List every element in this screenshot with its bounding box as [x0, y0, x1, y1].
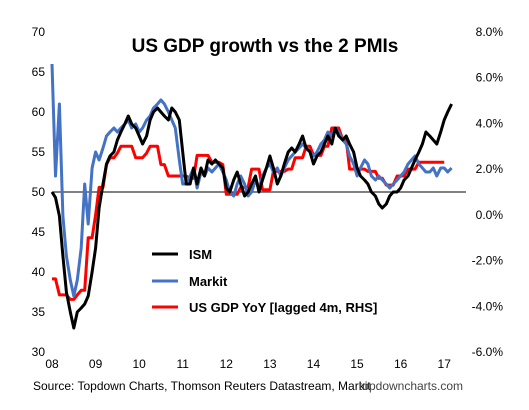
x-tick-label: 11 [177, 357, 190, 371]
chart-title: US GDP growth vs the 2 PMIs [132, 36, 399, 57]
left-y-tick-label: 45 [32, 225, 46, 239]
x-tick-label: 12 [220, 357, 234, 371]
left-y-tick-labels: 70 65 60 55 50 45 40 35 30 [32, 25, 46, 359]
x-tick-labels: 08 09 10 11 12 13 14 15 16 17 [45, 357, 451, 371]
right-y-tick-label: -6.0% [472, 345, 504, 359]
x-tick-label: 13 [263, 357, 277, 371]
x-tick-label: 08 [45, 357, 59, 371]
legend-label: Markit [189, 274, 228, 289]
x-tick-label: 14 [307, 357, 321, 371]
legend-label: ISM [189, 247, 212, 262]
legend: ISM Markit US GDP YoY [lagged 4m, RHS] [152, 247, 377, 315]
right-y-tick-label: 6.0% [476, 71, 504, 85]
series-line-markit [50, 63, 453, 298]
left-y-tick-label: 40 [32, 265, 46, 279]
legend-label: US GDP YoY [lagged 4m, RHS] [189, 300, 377, 315]
right-y-tick-label: -2.0% [472, 254, 504, 268]
right-y-tick-label: 4.0% [476, 116, 504, 130]
series-line-ism [50, 103, 453, 330]
watermark: topdowncharts.com [359, 379, 463, 393]
left-y-tick-label: 55 [32, 145, 46, 159]
right-y-tick-label: -4.0% [472, 299, 504, 313]
source-note: Source: Topdown Charts, Thomson Reuters … [33, 379, 371, 393]
right-y-tick-label: 8.0% [476, 25, 504, 39]
x-tick-label: 16 [394, 357, 408, 371]
right-y-tick-labels: 8.0% 6.0% 4.0% 2.0% 0.0% -2.0% -4.0% -6.0% [472, 25, 504, 359]
x-tick-label: 17 [438, 357, 452, 371]
left-y-tick-label: 50 [32, 185, 46, 199]
left-y-tick-label: 30 [32, 345, 46, 359]
series-lines [50, 63, 453, 330]
x-tick-label: 15 [350, 357, 364, 371]
left-y-tick-label: 60 [32, 105, 46, 119]
right-y-tick-label: 0.0% [476, 208, 504, 222]
left-y-tick-label: 65 [32, 65, 46, 79]
x-tick-label: 09 [89, 357, 103, 371]
x-tick-label: 10 [132, 357, 146, 371]
left-y-tick-label: 70 [32, 25, 46, 39]
right-y-tick-label: 2.0% [476, 162, 504, 176]
left-y-tick-label: 35 [32, 305, 46, 319]
